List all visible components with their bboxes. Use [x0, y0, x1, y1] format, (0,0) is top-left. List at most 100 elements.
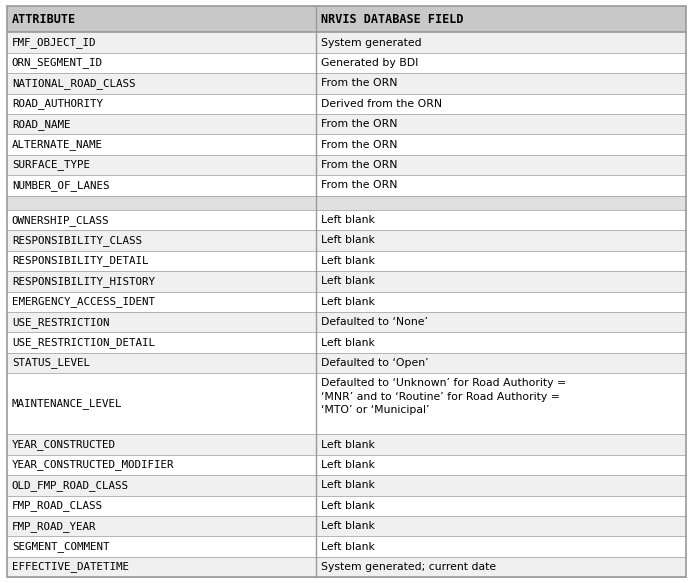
Text: From the ORN: From the ORN	[321, 160, 397, 170]
Bar	[7, 94, 316, 114]
Bar	[7, 475, 316, 496]
Bar	[7, 73, 316, 94]
Text: YEAR_CONSTRUCTED_MODIFIER: YEAR_CONSTRUCTED_MODIFIER	[12, 459, 174, 470]
Bar	[316, 292, 686, 312]
Bar	[316, 271, 686, 292]
Text: From the ORN: From the ORN	[321, 78, 397, 89]
Bar	[7, 175, 316, 196]
Text: NATIONAL_ROAD_CLASS: NATIONAL_ROAD_CLASS	[12, 78, 135, 89]
Text: ROAD_NAME: ROAD_NAME	[12, 119, 70, 129]
Text: SEGMENT_COMMENT: SEGMENT_COMMENT	[12, 541, 109, 552]
Text: EFFECTIVE_DATETIME: EFFECTIVE_DATETIME	[12, 561, 129, 573]
Text: From the ORN: From the ORN	[321, 119, 397, 129]
Bar	[316, 210, 686, 230]
Bar	[316, 53, 686, 73]
Bar	[316, 94, 686, 114]
Bar	[316, 312, 686, 332]
Bar	[7, 536, 316, 557]
Text: Generated by BDI: Generated by BDI	[321, 58, 418, 68]
Text: From the ORN: From the ORN	[321, 180, 397, 191]
Text: ORN_SEGMENT_ID: ORN_SEGMENT_ID	[12, 58, 103, 68]
Text: NUMBER_OF_LANES: NUMBER_OF_LANES	[12, 180, 109, 191]
Bar	[316, 516, 686, 536]
Text: Left blank: Left blank	[321, 256, 375, 266]
Bar	[316, 557, 686, 577]
Bar	[316, 496, 686, 516]
Bar	[316, 73, 686, 94]
Text: Left blank: Left blank	[321, 521, 375, 531]
Bar	[316, 196, 686, 210]
Text: Defaulted to ‘None’: Defaulted to ‘None’	[321, 317, 428, 327]
Text: Left blank: Left blank	[321, 480, 375, 490]
Text: RESPONSIBILITY_CLASS: RESPONSIBILITY_CLASS	[12, 235, 142, 246]
Bar	[7, 516, 316, 536]
Text: ROAD_AUTHORITY: ROAD_AUTHORITY	[12, 99, 103, 109]
Text: Left blank: Left blank	[321, 215, 375, 225]
Text: EMERGENCY_ACCESS_IDENT: EMERGENCY_ACCESS_IDENT	[12, 296, 155, 307]
Text: Left blank: Left blank	[321, 460, 375, 470]
Bar	[316, 135, 686, 155]
Text: USE_RESTRICTION: USE_RESTRICTION	[12, 317, 109, 328]
Bar	[316, 536, 686, 557]
Bar	[7, 292, 316, 312]
Bar	[316, 332, 686, 353]
Bar	[7, 196, 316, 210]
Text: Defaulted to ‘Unknown’ for Road Authority =
‘MNR’ and to ‘Routine’ for Road Auth: Defaulted to ‘Unknown’ for Road Authorit…	[321, 378, 566, 416]
Text: Left blank: Left blank	[321, 338, 375, 347]
Text: YEAR_CONSTRUCTED: YEAR_CONSTRUCTED	[12, 439, 116, 450]
Text: OLD_FMP_ROAD_CLASS: OLD_FMP_ROAD_CLASS	[12, 480, 129, 491]
Text: OWNERSHIP_CLASS: OWNERSHIP_CLASS	[12, 215, 109, 226]
Text: System generated; current date: System generated; current date	[321, 562, 496, 572]
Text: SURFACE_TYPE: SURFACE_TYPE	[12, 160, 90, 170]
Bar	[316, 353, 686, 373]
Text: ATTRIBUTE: ATTRIBUTE	[12, 13, 76, 26]
Bar	[7, 271, 316, 292]
Bar	[316, 434, 686, 455]
Text: Left blank: Left blank	[321, 440, 375, 449]
Text: Left blank: Left blank	[321, 236, 375, 245]
Text: Derived from the ORN: Derived from the ORN	[321, 99, 442, 109]
Text: USE_RESTRICTION_DETAIL: USE_RESTRICTION_DETAIL	[12, 337, 155, 348]
Text: MAINTENANCE_LEVEL: MAINTENANCE_LEVEL	[12, 398, 122, 409]
Bar	[316, 114, 686, 135]
Text: ALTERNATE_NAME: ALTERNATE_NAME	[12, 139, 103, 150]
Text: RESPONSIBILITY_DETAIL: RESPONSIBILITY_DETAIL	[12, 255, 148, 266]
Bar	[7, 373, 316, 434]
Text: STATUS_LEVEL: STATUS_LEVEL	[12, 357, 90, 368]
Bar	[316, 175, 686, 196]
Text: FMF_OBJECT_ID: FMF_OBJECT_ID	[12, 37, 96, 48]
Bar	[7, 557, 316, 577]
Text: Left blank: Left blank	[321, 276, 375, 286]
Bar	[7, 496, 316, 516]
Bar	[316, 455, 686, 475]
Text: FMP_ROAD_CLASS: FMP_ROAD_CLASS	[12, 500, 103, 511]
Bar	[316, 475, 686, 496]
Bar	[316, 251, 686, 271]
Bar	[316, 230, 686, 251]
Bar	[7, 230, 316, 251]
Text: RESPONSIBILITY_HISTORY: RESPONSIBILITY_HISTORY	[12, 276, 155, 287]
Bar	[7, 251, 316, 271]
Bar	[7, 53, 316, 73]
Bar	[7, 353, 316, 373]
Text: Left blank: Left blank	[321, 542, 375, 552]
Bar	[7, 155, 316, 175]
Bar	[7, 210, 316, 230]
Bar	[7, 434, 316, 455]
Text: Left blank: Left blank	[321, 297, 375, 307]
Text: Left blank: Left blank	[321, 501, 375, 511]
Text: From the ORN: From the ORN	[321, 139, 397, 150]
Text: System generated: System generated	[321, 37, 421, 48]
Bar	[7, 312, 316, 332]
Bar	[7, 135, 316, 155]
Text: Defaulted to ‘Open’: Defaulted to ‘Open’	[321, 358, 428, 368]
Bar	[316, 373, 686, 434]
Bar	[7, 114, 316, 135]
Bar	[7, 33, 316, 53]
Bar	[316, 155, 686, 175]
Bar	[7, 6, 316, 32]
Bar	[7, 455, 316, 475]
Text: FMP_ROAD_YEAR: FMP_ROAD_YEAR	[12, 521, 96, 532]
Bar	[316, 6, 686, 32]
Bar	[316, 33, 686, 53]
